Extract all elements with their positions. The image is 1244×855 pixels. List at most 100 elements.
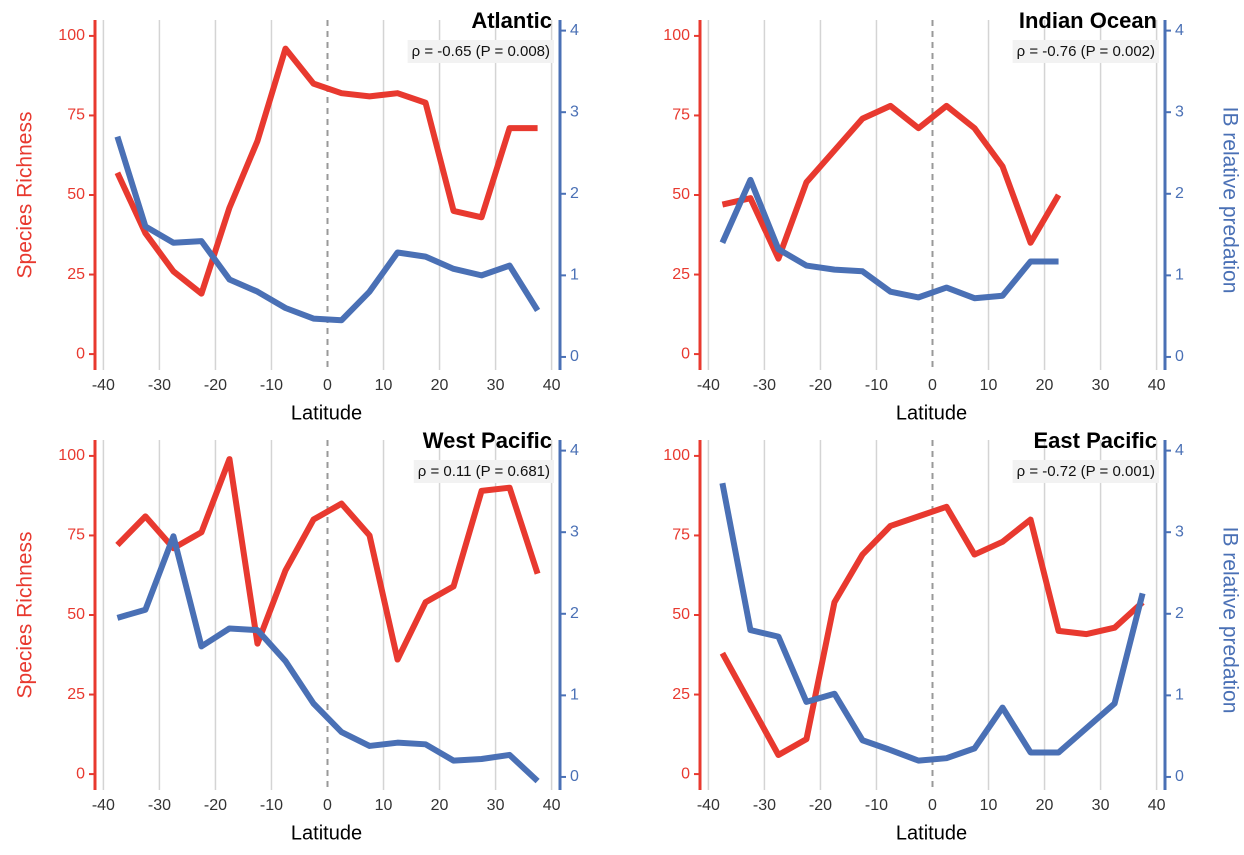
y2-axis-label: IB relative predation (1218, 527, 1241, 714)
y-tick-label: 75 (672, 107, 690, 124)
panel: -40 -30 -20 -10 0 10 20 30 40 0 25 50 75 100 0 1 2 3 4 West… (14, 428, 579, 844)
y-tick-label: 100 (663, 27, 690, 44)
x-tick-label: 40 (543, 797, 561, 814)
data-line (721, 102, 1062, 262)
data-line (719, 503, 1145, 758)
annotation: ρ = -0.65 (P = 0.008) (412, 43, 550, 60)
x-tick-label: 20 (431, 377, 449, 394)
y2-axis-label: IB relative predation (1218, 107, 1241, 294)
y-tick-label: 25 (67, 686, 85, 703)
y2-tick-label: 2 (570, 185, 579, 202)
y2-tick-label: 4 (570, 442, 579, 459)
y-tick-label: 100 (58, 447, 85, 464)
y2-tick-label: 1 (570, 267, 579, 284)
panel: -40 -30 -20 -10 0 10 20 30 40 0 25 50 75 100 0 1 2 3 4 Indi… (663, 8, 1241, 424)
x-tick-label: -10 (260, 797, 283, 814)
x-tick-label: -40 (697, 377, 720, 394)
annotation-bg (1012, 39, 1160, 63)
y2-tick-label: 2 (1175, 185, 1184, 202)
x-tick-label: 20 (431, 797, 449, 814)
x-tick-label: 0 (323, 797, 332, 814)
chart-title: Atlantic (471, 8, 552, 33)
x-tick-label: -10 (865, 797, 888, 814)
y2-tick-label: 1 (1175, 267, 1184, 284)
x-axis-label: Latitude (896, 402, 967, 424)
x-axis-label: Latitude (291, 402, 362, 424)
y-tick-label: 25 (67, 266, 85, 283)
y-tick-label: 75 (672, 527, 690, 544)
y2-tick-label: 0 (1175, 348, 1184, 365)
y-tick-label: 0 (681, 345, 690, 362)
y-tick-label: 0 (681, 765, 690, 782)
y-tick-label: 100 (58, 27, 85, 44)
x-tick-label: 30 (487, 377, 505, 394)
x-tick-label: 10 (980, 377, 998, 394)
x-tick-label: -40 (92, 797, 115, 814)
x-tick-label: -10 (865, 377, 888, 394)
data-line (114, 45, 538, 297)
x-tick-label: -10 (260, 377, 283, 394)
data-line (116, 533, 540, 784)
x-tick-label: 10 (375, 377, 393, 394)
annotation-bg (413, 459, 555, 483)
y-tick-label: 50 (672, 606, 690, 623)
y-tick-label: 75 (67, 527, 85, 544)
x-tick-label: -40 (92, 377, 115, 394)
y-tick-label: 100 (663, 447, 690, 464)
x-axis-label: Latitude (291, 822, 362, 844)
y-axis-label: Species Richness (14, 112, 37, 279)
y2-tick-label: 0 (570, 348, 579, 365)
y2-tick-label: 4 (570, 22, 579, 39)
y-tick-label: 50 (67, 606, 85, 623)
x-tick-label: -20 (809, 797, 832, 814)
x-tick-label: 0 (928, 797, 937, 814)
annotation: ρ = -0.72 (P = 0.001) (1017, 463, 1155, 480)
y2-tick-label: 0 (570, 768, 579, 785)
annotation-bg (407, 39, 555, 63)
annotation: ρ = -0.76 (P = 0.002) (1017, 43, 1155, 60)
y-tick-label: 25 (672, 686, 690, 703)
y2-tick-label: 4 (1175, 442, 1184, 459)
x-tick-label: 0 (323, 377, 332, 394)
x-axis-label: Latitude (896, 822, 967, 844)
panel: -40 -30 -20 -10 0 10 20 30 40 0 25 50 75 100 0 1 2 3 4 East… (663, 428, 1241, 844)
x-tick-label: -30 (148, 797, 171, 814)
x-tick-label: -30 (753, 797, 776, 814)
y-axis-label: Species Richness (14, 532, 37, 699)
x-tick-label: -30 (148, 377, 171, 394)
x-tick-label: 20 (1036, 377, 1054, 394)
x-tick-label: -20 (809, 377, 832, 394)
y2-tick-label: 3 (570, 103, 579, 120)
chart-title: West Pacific (423, 428, 552, 453)
chart-title: East Pacific (1033, 428, 1157, 453)
y-tick-label: 75 (67, 107, 85, 124)
annotation: ρ = 0.11 (P = 0.681) (418, 463, 550, 480)
annotation-bg (1012, 459, 1160, 483)
x-tick-label: 40 (1148, 797, 1166, 814)
data-line (114, 135, 541, 324)
data-line (719, 176, 1059, 302)
y2-tick-label: 3 (1175, 523, 1184, 540)
x-tick-label: 30 (1092, 797, 1110, 814)
x-tick-label: -40 (697, 797, 720, 814)
data-line (719, 482, 1146, 764)
x-tick-label: 40 (1148, 377, 1166, 394)
y-tick-label: 50 (672, 186, 690, 203)
x-tick-label: 10 (375, 797, 393, 814)
x-tick-label: 0 (928, 377, 937, 394)
y2-tick-label: 3 (1175, 103, 1184, 120)
x-tick-label: -30 (753, 377, 776, 394)
panel: -40 -30 -20 -10 0 10 20 30 40 0 25 50 75 100 0 1 2 3 4 Atla… (14, 8, 579, 424)
y2-tick-label: 3 (570, 523, 579, 540)
y-tick-label: 50 (67, 186, 85, 203)
y-tick-label: 0 (76, 765, 85, 782)
x-tick-label: 30 (487, 797, 505, 814)
x-tick-label: 10 (980, 797, 998, 814)
chart-title: Indian Ocean (1019, 8, 1157, 33)
y-tick-label: 0 (76, 345, 85, 362)
x-tick-label: -20 (204, 797, 227, 814)
y2-tick-label: 2 (1175, 605, 1184, 622)
x-tick-label: 40 (543, 377, 561, 394)
y2-tick-label: 4 (1175, 22, 1184, 39)
